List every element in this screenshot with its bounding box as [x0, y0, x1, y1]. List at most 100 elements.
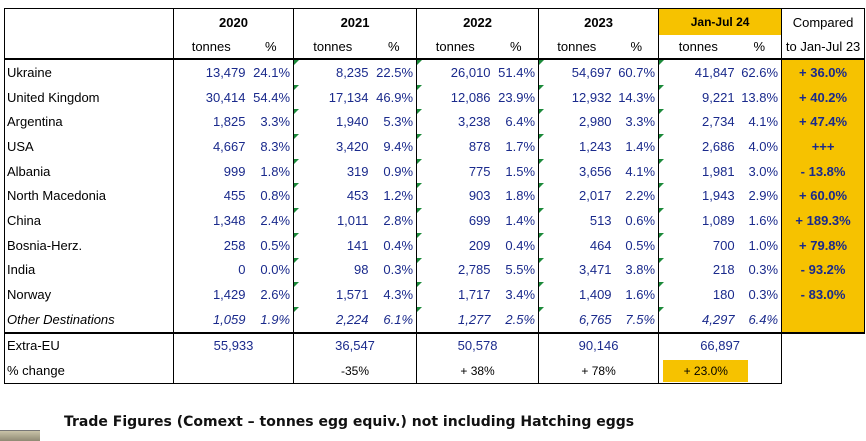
tonnes-2024-cell: 218 [658, 257, 738, 283]
pct-2020-cell: 2.6% [260, 287, 291, 303]
pct-2022-cell: 2.5% [493, 306, 539, 334]
pct-2023-cell: 14.3% [618, 89, 656, 105]
total-2020-cell: 55,933 [172, 332, 294, 359]
tonnes-2020-cell: 1,059 [173, 306, 249, 334]
country-cell: Bosnia-Herz. [4, 232, 174, 258]
pct-2022-cell: 6.4% [505, 114, 536, 130]
change-2020-cell [172, 358, 294, 384]
pct-2023-cell: 7.5% [614, 306, 659, 334]
tonnes-2023-cell: 3,656 [538, 158, 615, 184]
pct-2024-cell: 0.3% [748, 262, 779, 278]
tonnes-2023-cell: 513 [538, 208, 615, 233]
year-header-2024: Jan-Jul 24 [658, 8, 782, 35]
pct-2020-cell: 0.0% [260, 262, 291, 278]
pct-2022-cell: 1.5% [505, 163, 536, 179]
table-row: Other Destinations 1,059 1.9% 2,224 6.1% 1,27… [4, 306, 866, 334]
pct-2023-cell: 2.2% [625, 188, 656, 204]
pct-2021-cell: 22.5% [376, 64, 414, 80]
country-cell: Ukraine [4, 59, 174, 85]
tonnes-2021-cell: 8,235 [293, 59, 372, 85]
tonnes-2024-cell: 1,089 [658, 208, 738, 233]
tonnes-2020-cell: 30,414 [173, 84, 249, 110]
compared-cell: +++ [781, 134, 866, 159]
change-2024-label: + 23.0% [663, 359, 749, 382]
change-2021-cell: -35% [293, 358, 417, 384]
table-row: North Macedonia 455 0.8% 453 1.2% 903 1.8% 2,01… [4, 183, 866, 209]
tonnes-2022-cell: 12,086 [416, 84, 494, 110]
pct-2024-cell: 4.1% [748, 114, 779, 130]
corner-cell [4, 8, 174, 35]
sub-pct-2022: % [493, 35, 539, 60]
change-2023-cell: + 78% [538, 358, 659, 384]
pct-2024-cell: 13.8% [741, 89, 779, 105]
totals-label: Extra-EU [4, 332, 174, 359]
tonnes-2021-cell: 2,224 [293, 306, 372, 334]
tonnes-2024-cell: 2,686 [658, 134, 738, 159]
pct-2020-cell: 24.1% [253, 64, 291, 80]
pct-2023-cell: 0.6% [625, 212, 656, 228]
year-header-2021: 2021 [293, 8, 417, 35]
sub-tonnes-2020: tonnes [173, 35, 249, 60]
tonnes-2023-cell: 1,243 [538, 134, 615, 159]
compared-cell: - 93.2% [781, 257, 866, 283]
tonnes-2024-cell: 700 [658, 232, 738, 258]
sub-pct-2020: % [248, 35, 294, 60]
tonnes-2022-cell: 2,785 [416, 257, 494, 283]
change-row: % change -35% + 38% + 78% + 23.0% [4, 358, 865, 384]
pct-2020-cell: 8.3% [260, 138, 291, 154]
year-header-2020: 2020 [172, 8, 294, 35]
pct-2024-cell: 6.4% [737, 306, 782, 334]
tonnes-2024-cell: 9,221 [658, 84, 738, 110]
pct-2023-cell: 1.6% [625, 287, 656, 303]
pct-2020-cell: 2.4% [260, 212, 291, 228]
egg-trade-table-frame: 2020 2021 2022 2023 Jan-Jul 24 Compared … [4, 8, 866, 384]
pct-2020-cell: 1.9% [248, 306, 294, 334]
tonnes-2020-cell: 13,479 [173, 59, 249, 85]
compared-cell: + 189.3% [781, 208, 866, 233]
pct-2023-cell: 3.3% [625, 114, 656, 130]
tonnes-2022-cell: 1,717 [416, 282, 494, 307]
pct-2021-cell: 2.8% [383, 212, 414, 228]
corner-image-fragment [0, 430, 40, 441]
pct-2023-cell: 4.1% [625, 163, 656, 179]
tonnes-2021-cell: 98 [293, 257, 372, 283]
tonnes-2021-cell: 17,134 [293, 84, 372, 110]
sub-pct-2024: % [737, 35, 782, 60]
tonnes-2021-cell: 3,420 [293, 134, 372, 159]
total-2021-cell: 36,547 [293, 332, 417, 359]
pct-2023-cell: 1.4% [625, 138, 656, 154]
tonnes-2022-cell: 1,277 [416, 306, 494, 334]
tonnes-2020-cell: 455 [173, 183, 249, 209]
tonnes-2021-cell: 141 [293, 232, 372, 258]
change-blank [781, 358, 865, 384]
tonnes-2023-cell: 12,932 [538, 84, 615, 110]
pct-2022-cell: 5.5% [505, 262, 536, 278]
pct-2021-cell: 1.2% [383, 188, 414, 204]
compared-cell: + 60.0% [781, 183, 866, 209]
country-cell: Albania [4, 158, 174, 184]
tonnes-2021-cell: 1,011 [293, 208, 372, 233]
sub-tonnes-2024: tonnes [658, 35, 738, 60]
pct-2024-cell: 2.9% [748, 188, 779, 204]
tonnes-2024-cell: 180 [658, 282, 738, 307]
tonnes-2022-cell: 775 [416, 158, 494, 184]
country-cell: North Macedonia [4, 183, 174, 209]
sub-tonnes-2023: tonnes [538, 35, 615, 60]
pct-2023-cell: 0.5% [625, 237, 656, 253]
total-2024-cell: 66,897 [658, 332, 782, 359]
egg-trade-table: 2020 2021 2022 2023 Jan-Jul 24 Compared … [4, 8, 866, 384]
country-cell: Norway [4, 282, 174, 307]
table-row: Norway 1,429 2.6% 1,571 4.3% 1,717 3.4% 1,409 1.… [4, 282, 866, 307]
tonnes-2023-cell: 2,017 [538, 183, 615, 209]
change-label: % change [4, 358, 174, 384]
pct-2021-cell: 46.9% [376, 89, 414, 105]
pct-2020-cell: 0.8% [260, 188, 291, 204]
tonnes-2024-cell: 1,943 [658, 183, 738, 209]
tonnes-2020-cell: 1,348 [173, 208, 249, 233]
tonnes-2022-cell: 3,238 [416, 109, 494, 135]
pct-2022-cell: 1.8% [505, 188, 536, 204]
tonnes-2023-cell: 54,697 [538, 59, 615, 85]
pct-2021-cell: 6.1% [371, 306, 417, 334]
total-2023-cell: 90,146 [538, 332, 659, 359]
table-row: Ukraine 13,479 24.1% 8,235 22.5% 26,010 51.4% 5… [4, 59, 866, 85]
